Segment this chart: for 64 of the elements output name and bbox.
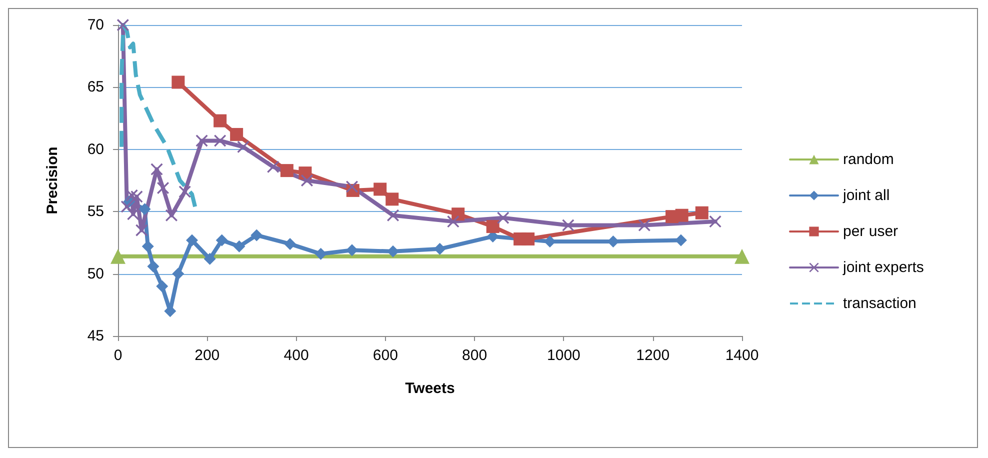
point [387, 209, 400, 222]
point [267, 160, 280, 173]
point [130, 190, 143, 203]
point [386, 192, 399, 206]
point [237, 140, 250, 153]
x-tick-label: 1000 [547, 347, 580, 364]
point [452, 208, 465, 221]
x-axis-title: Tweets [405, 380, 455, 397]
point [156, 280, 168, 292]
point [165, 209, 178, 222]
point [695, 206, 708, 220]
point [486, 220, 500, 234]
x-tick-label: 400 [284, 347, 309, 364]
x-tick-label: 1400 [725, 347, 759, 364]
x-tick-label: 600 [372, 347, 398, 364]
point [709, 216, 722, 228]
point [300, 174, 313, 186]
y-tick-label: 60 [87, 140, 104, 158]
y-axis-title: Precision [44, 146, 61, 214]
y-tick-label: 45 [87, 328, 104, 344]
x-tick-label: 200 [194, 347, 220, 364]
x-tick-label: 800 [462, 347, 488, 364]
x-tick-label: 0 [114, 347, 122, 364]
legend-label: per user [843, 223, 898, 240]
point [280, 164, 294, 178]
point [497, 212, 510, 224]
point [172, 76, 185, 89]
point [138, 203, 151, 216]
y-tick-label: 70 [87, 16, 104, 34]
point [196, 134, 208, 147]
point [214, 134, 226, 147]
point [214, 114, 227, 128]
point [216, 234, 228, 246]
point [116, 19, 129, 31]
point [314, 248, 327, 260]
point [447, 216, 460, 228]
point [178, 186, 191, 198]
legend-label: joint experts [842, 259, 924, 276]
point [233, 240, 246, 252]
point [638, 219, 650, 232]
point [204, 252, 216, 265]
point [147, 260, 160, 272]
y-tick-label: 50 [87, 265, 104, 282]
point [284, 238, 296, 250]
point [172, 268, 184, 280]
y-tick-label: 65 [87, 78, 104, 96]
point [250, 229, 263, 242]
x-tick-label: 1200 [636, 347, 670, 364]
point [136, 224, 148, 236]
point [346, 244, 358, 256]
point [150, 163, 163, 176]
legend-label: transaction [843, 295, 916, 312]
point [434, 242, 446, 255]
point [230, 128, 244, 141]
point [127, 208, 140, 220]
point [157, 182, 170, 194]
y-tick-label: 55 [87, 203, 104, 220]
point [186, 234, 198, 246]
point [562, 219, 574, 232]
legend-label: random [843, 151, 894, 168]
point [675, 208, 688, 222]
point [522, 232, 535, 246]
legend-label: joint all [842, 187, 890, 204]
point [374, 182, 387, 196]
